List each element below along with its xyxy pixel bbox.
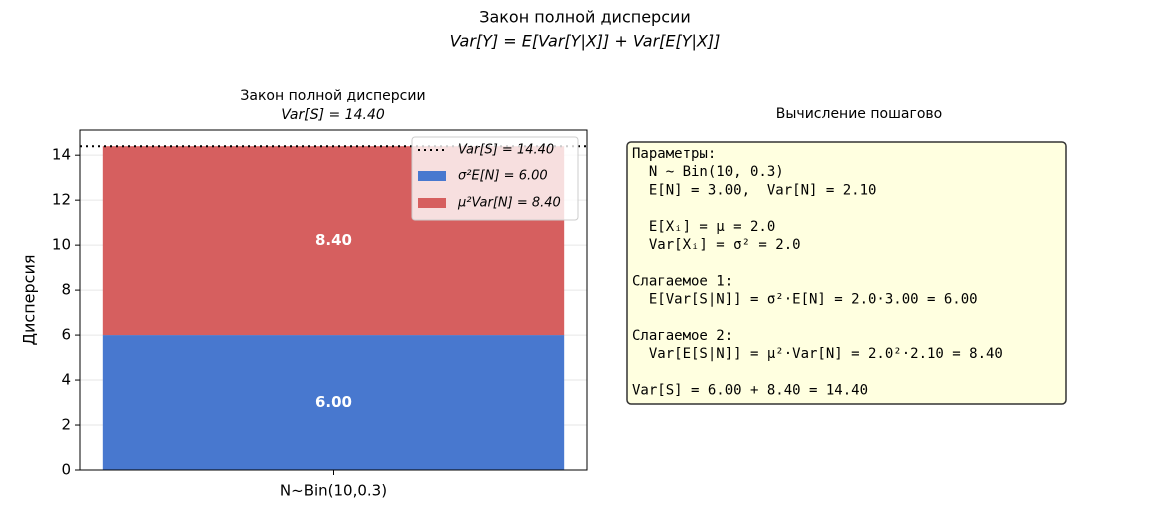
figure-formula: Var[Y] = E[Var[Y|X]] + Var[E[Y|X]] [450, 32, 721, 51]
y-tick-label: 12 [52, 191, 71, 209]
panel-line: E[N] = 3.00, Var[N] = 2.10 [632, 182, 876, 198]
axes-title: Закон полной дисперсии [240, 88, 425, 104]
y-tick-label: 8 [61, 281, 71, 299]
panel-line: Параметры: [632, 146, 716, 162]
legend-label: Var[S] = 14.40 [458, 143, 554, 158]
y-tick-label: 10 [52, 236, 71, 254]
y-tick-label: 4 [61, 371, 71, 389]
panel-line: Слагаемое 1: [632, 273, 733, 289]
panel-line: Var[S] = 6.00 + 8.40 = 14.40 [632, 383, 868, 399]
panel-line: Var[E[S|N]] = μ²·Var[N] = 2.0²·2.10 = 8.… [632, 346, 1003, 362]
legend-swatch [418, 198, 446, 208]
bar-segment [102, 335, 565, 470]
figure-title: Закон полной дисперсии [479, 8, 691, 27]
axes-subtitle: Var[S] = 14.40 [281, 107, 385, 123]
x-tick-label: N~Bin(10,0.3) [280, 482, 387, 500]
legend-box [411, 136, 579, 221]
legend-label: σ²E[N] = 6.00 [458, 169, 548, 184]
legend-label: μ²Var[N] = 8.40 [457, 196, 561, 211]
y-tick-label: 0 [61, 461, 71, 479]
axes-frame [79, 129, 588, 471]
panel-line: E[Xᵢ] = μ = 2.0 [632, 219, 775, 235]
value-label: 6.00 [315, 393, 352, 411]
panel-line: Слагаемое 2: [632, 328, 733, 344]
panel-title: Вычисление пошагово [776, 106, 942, 122]
y-tick-label: 6 [61, 326, 71, 344]
y-tick-label: 14 [52, 146, 71, 164]
panel-box [626, 141, 1067, 405]
legend-swatch [418, 171, 446, 181]
value-label: 8.40 [315, 231, 352, 249]
panel-line: Var[Xᵢ] = σ² = 2.0 [632, 237, 801, 253]
y-axis-label: Дисперсия [20, 255, 39, 346]
panel-line: N ~ Bin(10, 0.3) [632, 164, 784, 180]
panel-line: E[Var[S|N]] = σ²·E[N] = 2.0·3.00 = 6.00 [632, 292, 978, 308]
y-tick-label: 2 [61, 416, 71, 434]
